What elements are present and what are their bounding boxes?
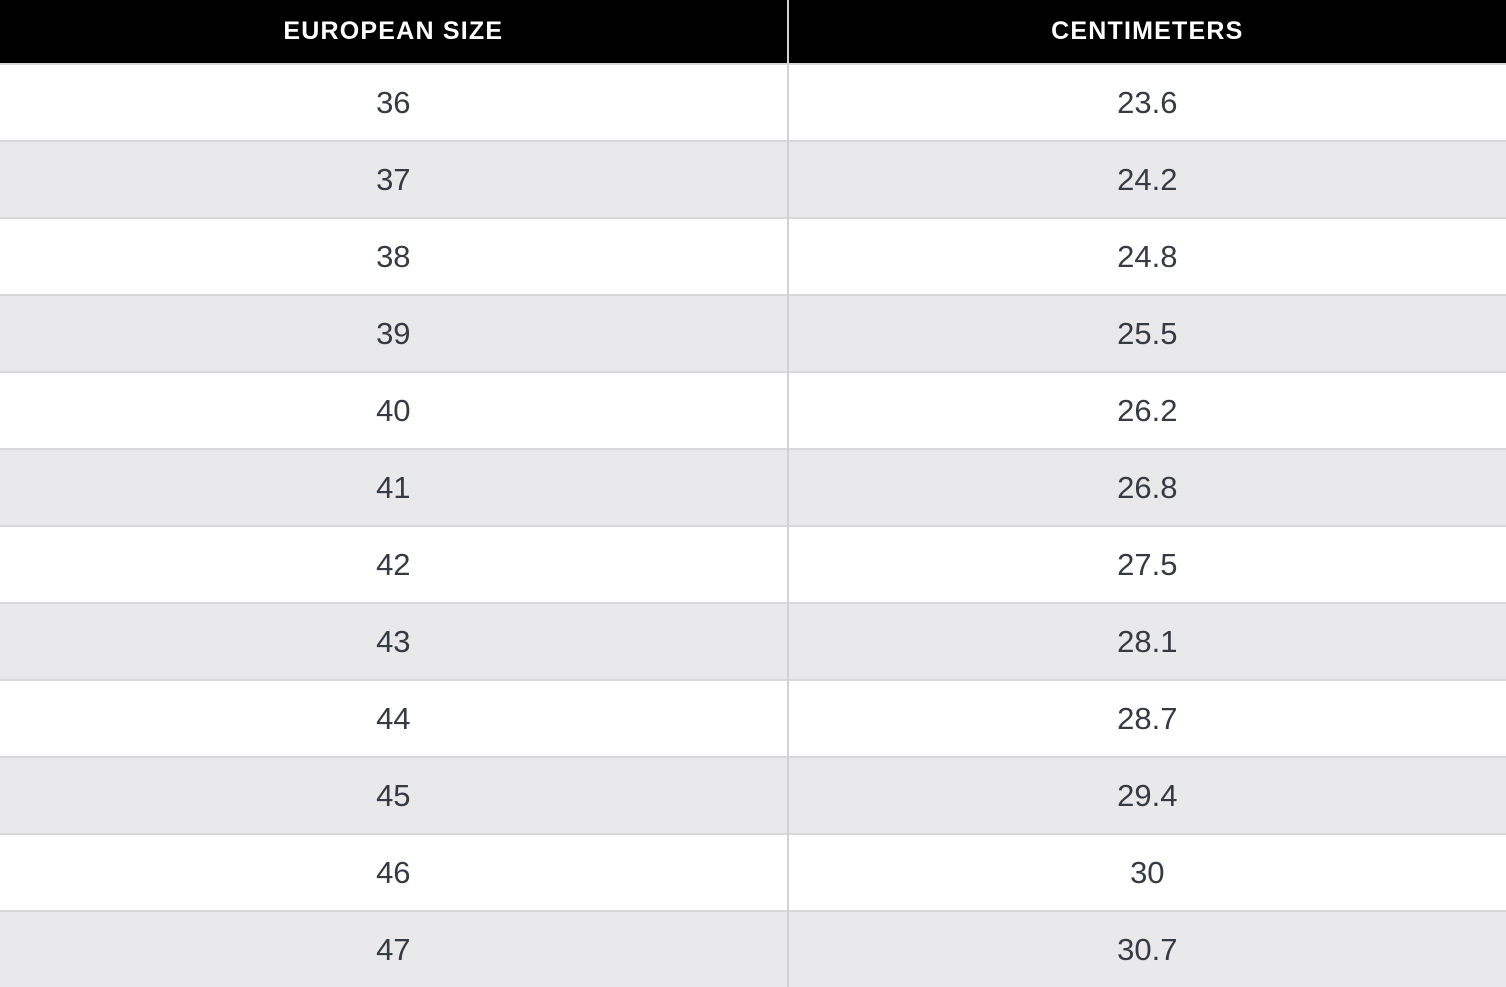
cell-centimeters: 28.7 (786, 679, 1506, 757)
table-row: 40 26.2 (0, 371, 1506, 449)
table-row: 43 28.1 (0, 602, 1506, 680)
cell-centimeters: 30 (786, 833, 1506, 911)
column-header-european-size: EUROPEAN SIZE (0, 0, 788, 64)
cell-european-size: 37 (0, 140, 788, 218)
cell-centimeters: 29.4 (786, 756, 1506, 834)
cell-centimeters: 30.7 (786, 910, 1506, 987)
table-row: 39 25.5 (0, 294, 1506, 372)
cell-centimeters: 28.1 (786, 602, 1506, 680)
cell-european-size: 38 (0, 217, 788, 295)
cell-european-size: 43 (0, 602, 788, 680)
cell-european-size: 36 (0, 63, 788, 141)
table-body: 36 23.6 37 24.2 38 24.8 39 25.5 40 26.2 … (0, 63, 1506, 987)
cell-centimeters: 25.5 (786, 294, 1506, 372)
cell-european-size: 45 (0, 756, 788, 834)
table-row: 45 29.4 (0, 756, 1506, 834)
table-header: EUROPEAN SIZE CENTIMETERS (0, 0, 1506, 64)
table-row: 38 24.8 (0, 217, 1506, 295)
table-row: 41 26.8 (0, 448, 1506, 526)
cell-centimeters: 24.2 (786, 140, 1506, 218)
cell-european-size: 42 (0, 525, 788, 603)
cell-centimeters: 26.2 (786, 371, 1506, 449)
cell-european-size: 40 (0, 371, 788, 449)
table-row: 36 23.6 (0, 63, 1506, 141)
table-row: 42 27.5 (0, 525, 1506, 603)
table-row: 47 30.7 (0, 910, 1506, 987)
cell-european-size: 47 (0, 910, 788, 987)
cell-european-size: 46 (0, 833, 788, 911)
table-row: 46 30 (0, 833, 1506, 911)
header-row: EUROPEAN SIZE CENTIMETERS (0, 0, 1506, 64)
cell-european-size: 41 (0, 448, 788, 526)
cell-centimeters: 26.8 (786, 448, 1506, 526)
cell-european-size: 44 (0, 679, 788, 757)
cell-european-size: 39 (0, 294, 788, 372)
table-row: 44 28.7 (0, 679, 1506, 757)
cell-centimeters: 27.5 (786, 525, 1506, 603)
cell-centimeters: 23.6 (786, 63, 1506, 141)
table-row: 37 24.2 (0, 140, 1506, 218)
cell-centimeters: 24.8 (786, 217, 1506, 295)
column-header-centimeters: CENTIMETERS (786, 0, 1506, 64)
